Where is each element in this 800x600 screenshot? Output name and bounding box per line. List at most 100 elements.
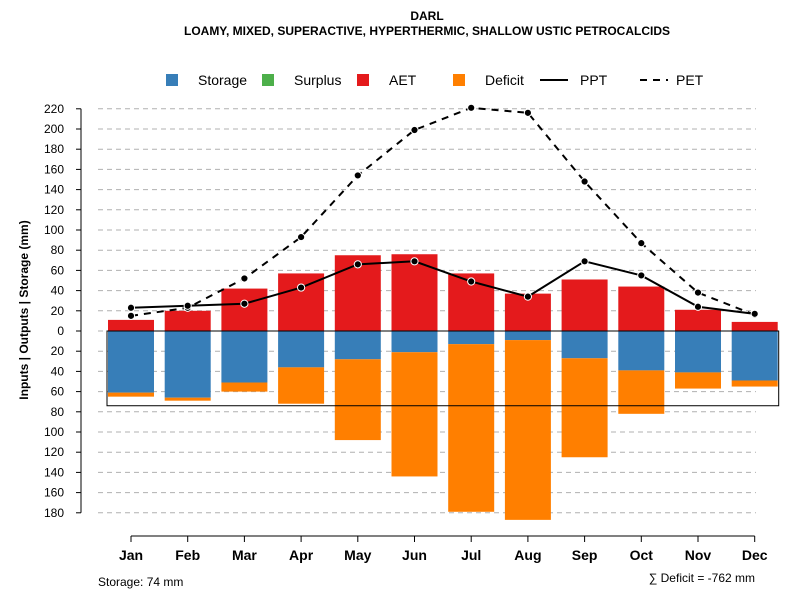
aet-bar — [731, 321, 778, 331]
y-tick-label: 0 — [57, 324, 64, 338]
ppt-point — [410, 257, 419, 266]
y-tick-label: 140 — [44, 183, 64, 197]
aet-bar — [391, 254, 438, 331]
legend-label-aet: AET — [389, 72, 417, 88]
y-tick-label: 140 — [44, 465, 64, 479]
legend-label-storage: Storage — [198, 72, 247, 88]
y-tick-label: 120 — [44, 203, 64, 217]
aet-bar — [164, 310, 211, 331]
aet-bar — [618, 286, 665, 331]
storage-bar — [561, 331, 608, 359]
lines-layer — [126, 103, 759, 320]
y-axis: 2202001801601401201008060402002040608010… — [44, 102, 82, 520]
x-tick-label: Mar — [232, 547, 257, 563]
y-tick-label: 180 — [44, 142, 64, 156]
deficit-bar — [731, 380, 778, 387]
storage-bar — [504, 331, 551, 341]
storage-footnote: Storage: 74 mm — [98, 575, 183, 589]
y-tick-label: 60 — [51, 263, 65, 277]
storage-bar — [334, 331, 381, 360]
deficit-bar — [334, 359, 381, 441]
ppt-point — [353, 260, 362, 269]
y-tick-label: 100 — [44, 425, 64, 439]
storage-bar — [731, 331, 778, 381]
x-tick-label: Aug — [514, 547, 541, 563]
pet-point — [467, 103, 476, 112]
x-tick-label: Oct — [630, 547, 654, 563]
x-tick-label: Feb — [175, 547, 200, 563]
legend-label-deficit: Deficit — [485, 72, 524, 88]
legend-label-ppt: PPT — [580, 72, 608, 88]
storage-bar — [448, 331, 495, 345]
y-tick-label: 40 — [51, 364, 65, 378]
y-tick-label: 60 — [51, 385, 65, 399]
ppt-point — [240, 299, 249, 308]
y-tick-label: 40 — [51, 284, 65, 298]
ppt-point — [580, 257, 589, 266]
pet-point — [297, 232, 306, 242]
x-tick-label: Dec — [742, 547, 768, 563]
deficit-bar — [675, 372, 721, 389]
storage-bar — [618, 331, 665, 371]
storage-bar — [675, 331, 721, 373]
y-tick-label: 160 — [44, 162, 64, 176]
legend-swatch-surplus — [262, 74, 274, 86]
storage-bar — [391, 331, 438, 353]
chart-subtitle: LOAMY, MIXED, SUPERACTIVE, HYPERTHERMIC,… — [184, 24, 670, 38]
legend-label-pet: PET — [676, 72, 704, 88]
ppt-point — [183, 301, 192, 310]
y-tick-label: 80 — [51, 405, 65, 419]
aet-bar — [221, 288, 268, 331]
deficit-bar — [278, 367, 325, 404]
y-tick-label: 100 — [44, 223, 64, 237]
y-tick-label: 120 — [44, 445, 64, 459]
chart-title: DARL — [410, 9, 443, 23]
aet-bar — [561, 279, 608, 331]
storage-bar — [164, 331, 211, 398]
x-tick-label: Jan — [119, 547, 143, 563]
pet-point — [126, 311, 136, 320]
ppt-point — [523, 292, 533, 301]
bars-layer — [106, 254, 780, 520]
ppt-point — [126, 303, 136, 312]
legend-swatch-deficit — [453, 74, 465, 86]
y-tick-label: 160 — [44, 486, 64, 500]
y-tick-label: 200 — [44, 122, 64, 136]
ppt-point — [693, 302, 703, 311]
x-axis: Jan Feb Mar Apr May Jun Jul Aug Sep Oct Nov Dec — [119, 535, 768, 563]
aet-bar — [675, 309, 721, 331]
deficit-bar — [164, 397, 211, 401]
legend-swatch-storage — [166, 74, 178, 86]
x-tick-label: Jun — [402, 547, 427, 563]
aet-bar — [278, 273, 325, 331]
ppt-point — [637, 271, 646, 280]
pet-point — [580, 177, 589, 186]
storage-bar — [221, 331, 268, 383]
ppt-point — [467, 277, 476, 286]
legend-swatch-aet — [357, 74, 369, 86]
pet-point — [353, 171, 362, 180]
ppt-line — [130, 260, 755, 315]
storage-bar — [108, 331, 154, 393]
pet-point — [410, 125, 419, 135]
y-tick-label: 80 — [51, 243, 65, 257]
legend-label-surplus: Surplus — [294, 72, 341, 88]
legend: Storage Surplus AET Deficit PPT PET — [166, 72, 704, 88]
ppt-point — [297, 283, 306, 292]
x-tick-label: Nov — [685, 547, 712, 563]
y-tick-label: 20 — [51, 344, 65, 358]
deficit-footnote: ∑ Deficit = -762 mm — [649, 571, 755, 585]
pet-line — [130, 106, 756, 317]
deficit-bar — [504, 340, 551, 520]
y-tick-label: 220 — [44, 102, 64, 116]
x-tick-label: Jul — [461, 547, 481, 563]
storage-bar — [278, 331, 325, 368]
deficit-bar — [221, 382, 268, 392]
pet-point — [523, 108, 533, 117]
ppt-point — [750, 309, 759, 318]
deficit-bar — [618, 370, 665, 414]
deficit-bar — [108, 392, 154, 397]
x-tick-label: Apr — [289, 547, 314, 563]
deficit-bar — [561, 358, 608, 458]
